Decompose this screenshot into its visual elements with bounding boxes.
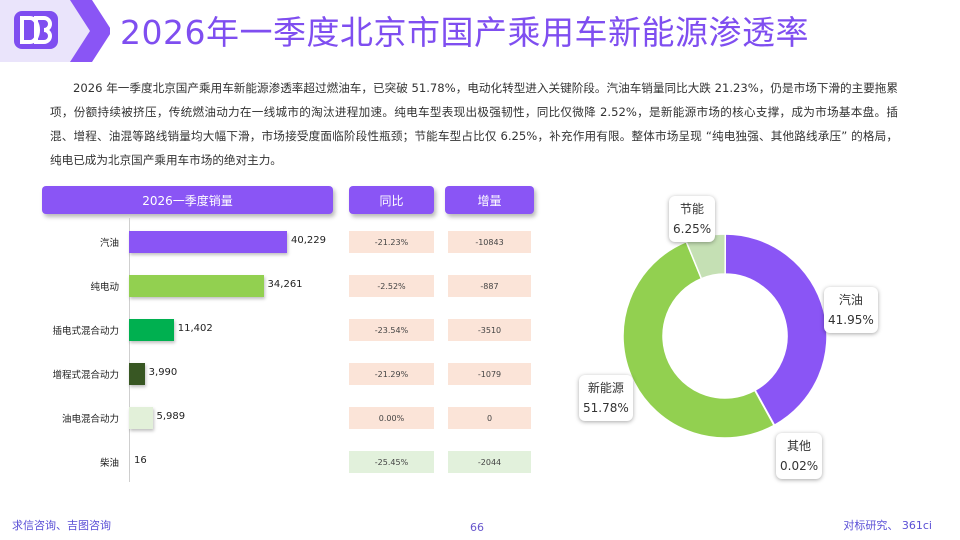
bar-category-label: 柴油 — [99, 458, 119, 469]
yoy-cell: -21.23% — [349, 231, 434, 253]
bar-value-label: 40,229 — [291, 235, 326, 246]
donut-callout: 新能源 51.78% — [579, 375, 633, 421]
yoy-cell: 0.00% — [349, 407, 434, 429]
page-title: 2026年一季度北京市国产乘用车新能源渗透率 — [120, 13, 809, 52]
bar-mark — [129, 275, 264, 297]
sales-bar-chart: 汽油 40,229 -21.23% -10843 纯电动 34,261 -2.52% -887… — [0, 218, 540, 488]
donut-slice — [724, 233, 828, 427]
donut-slice-percent: 6.25% — [673, 222, 712, 236]
summary-paragraph: 2026 年一季度北京国产乘用车新能源渗透率超过燃油车，已突破 51.78%，电… — [50, 81, 898, 167]
delta-cell: -887 — [448, 275, 531, 297]
bar-mark — [129, 231, 287, 253]
donut-slice-percent: 51.78% — [583, 401, 629, 415]
bar-mark — [129, 451, 130, 473]
donut-slice-label: 新能源 — [587, 381, 624, 395]
brand-logo-icon — [0, 0, 110, 62]
bar-value-label: 16 — [134, 455, 147, 466]
sales-column-header: 2026一季度销量 — [42, 186, 333, 214]
donut-slice — [622, 240, 776, 439]
bar-category-label: 增程式混合动力 — [52, 370, 119, 381]
bar-category-label: 插电式混合动力 — [52, 326, 119, 337]
footer-source: 求信咨询、吉图咨询 — [12, 519, 111, 532]
donut-slice-label: 其他 — [787, 439, 812, 453]
bar-value-label: 11,402 — [177, 323, 213, 334]
donut-slice-label: 汽油 — [838, 293, 863, 307]
bar-mark — [129, 363, 145, 385]
bar-mark — [129, 407, 153, 429]
yoy-cell: -23.54% — [349, 319, 434, 341]
delta-cell: -3510 — [448, 319, 531, 341]
delta-cell: 0 — [448, 407, 531, 429]
share-donut-chart — [622, 233, 828, 439]
bar-category-label: 纯电动 — [90, 282, 119, 293]
bar-mark — [129, 319, 174, 341]
donut-callout: 其他 0.02% — [776, 433, 823, 479]
yoy-cell: -2.52% — [349, 275, 434, 297]
yoy-cell: -25.45% — [349, 451, 434, 473]
donut-callout: 节能 6.25% — [669, 196, 716, 242]
donut-slice-label: 节能 — [680, 202, 705, 216]
delta-cell: -1079 — [448, 363, 531, 385]
delta-column-header: 增量 — [445, 186, 534, 214]
yoy-cell: -21.29% — [349, 363, 434, 385]
bar-category-label: 汽油 — [99, 238, 119, 249]
delta-cell: -10843 — [448, 231, 531, 253]
bar-value-label: 3,990 — [148, 367, 178, 378]
page-number: 66 — [470, 521, 484, 534]
bar-category-label: 油电混合动力 — [61, 414, 119, 425]
bar-axis-line — [129, 218, 130, 482]
yoy-column-header: 同比 — [349, 186, 434, 214]
bar-value-label: 5,989 — [156, 411, 186, 422]
donut-slice-percent: 0.02% — [780, 459, 819, 473]
bar-value-label: 34,261 — [267, 279, 303, 290]
donut-callout: 汽油 41.95% — [824, 287, 878, 333]
donut-slice-percent: 41.95% — [828, 313, 874, 327]
footer-credit: 对标研究、 361ci — [843, 519, 932, 532]
delta-cell: -2044 — [448, 451, 531, 473]
